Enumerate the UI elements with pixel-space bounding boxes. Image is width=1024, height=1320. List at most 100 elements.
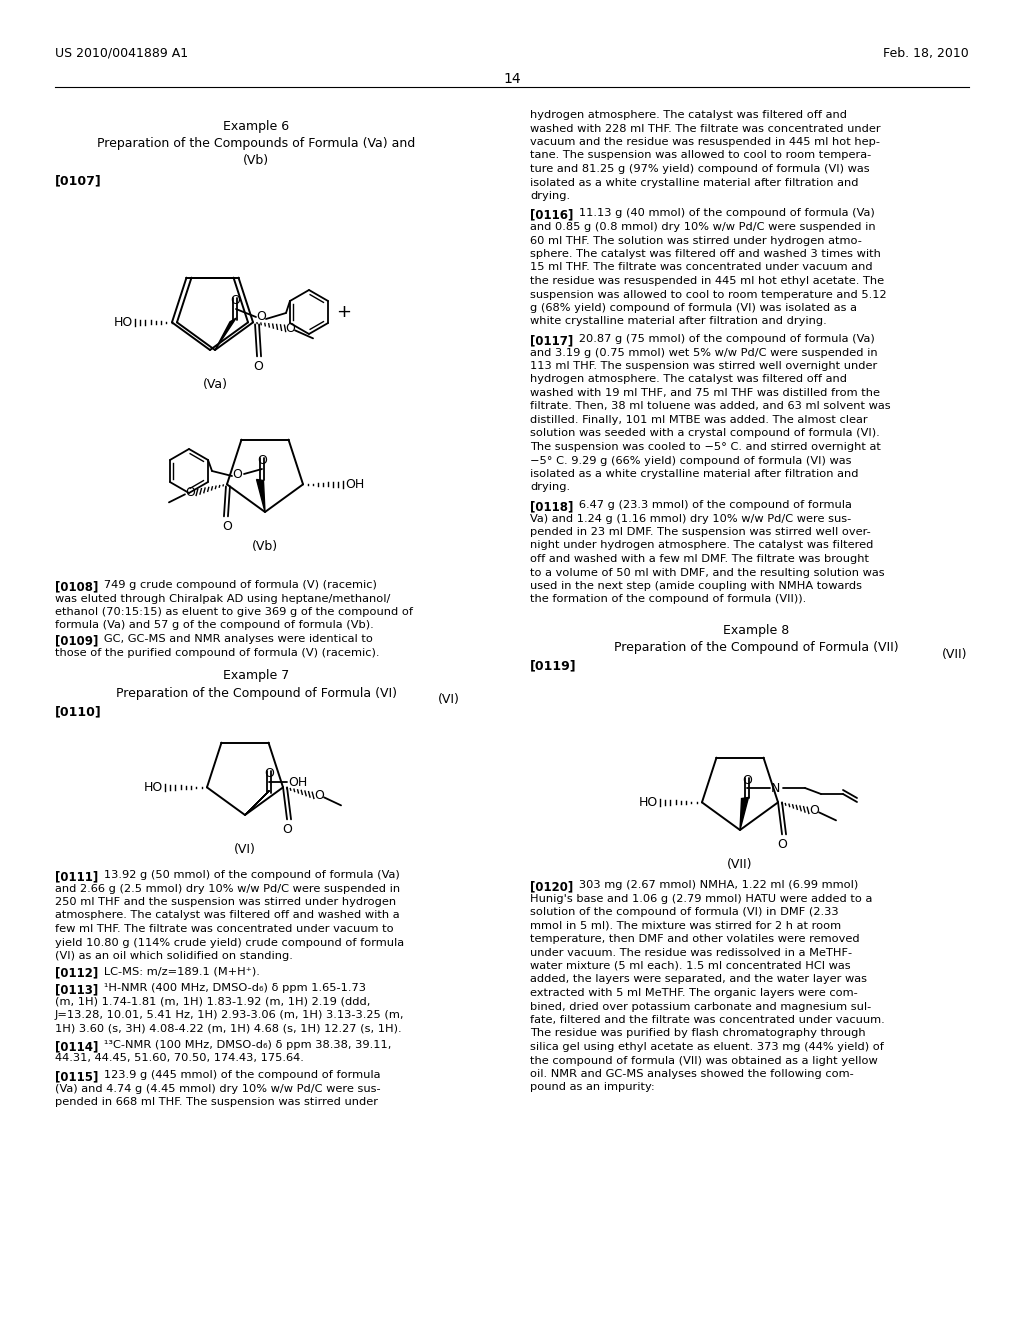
Text: pended in 668 ml THF. The suspension was stirred under: pended in 668 ml THF. The suspension was… xyxy=(55,1097,378,1107)
Text: [0113]: [0113] xyxy=(55,983,98,997)
Text: 14: 14 xyxy=(503,73,521,86)
Text: (VI): (VI) xyxy=(234,843,256,855)
Text: Feb. 18, 2010: Feb. 18, 2010 xyxy=(884,48,969,59)
Text: N: N xyxy=(771,781,780,795)
Text: Example 6: Example 6 xyxy=(223,120,289,133)
Text: used in the next step (amide coupling with NMHA towards: used in the next step (amide coupling wi… xyxy=(530,581,862,591)
Text: The suspension was cooled to −5° C. and stirred overnight at: The suspension was cooled to −5° C. and … xyxy=(530,442,881,451)
Text: +: + xyxy=(336,304,351,321)
Text: tane. The suspension was allowed to cool to room tempera-: tane. The suspension was allowed to cool… xyxy=(530,150,871,161)
Text: [0120]: [0120] xyxy=(530,880,573,894)
Text: US 2010/0041889 A1: US 2010/0041889 A1 xyxy=(55,48,188,59)
Text: 749 g crude compound of formula (V) (racemic): 749 g crude compound of formula (V) (rac… xyxy=(93,579,377,590)
Text: 20.87 g (75 mmol) of the compound of formula (Va): 20.87 g (75 mmol) of the compound of for… xyxy=(568,334,874,345)
Text: O: O xyxy=(314,789,324,801)
Text: yield 10.80 g (114% crude yield) crude compound of formula: yield 10.80 g (114% crude yield) crude c… xyxy=(55,937,404,948)
Text: O: O xyxy=(232,467,242,480)
Text: [0116]: [0116] xyxy=(530,209,573,222)
Text: (VII): (VII) xyxy=(941,648,967,661)
Text: suspension was allowed to cool to room temperature and 5.12: suspension was allowed to cool to room t… xyxy=(530,289,887,300)
Text: Preparation of the Compound of Formula (VI): Preparation of the Compound of Formula (… xyxy=(116,686,396,700)
Polygon shape xyxy=(245,791,269,814)
Text: J=13.28, 10.01, 5.41 Hz, 1H) 2.93-3.06 (m, 1H) 3.13-3.25 (m,: J=13.28, 10.01, 5.41 Hz, 1H) 2.93-3.06 (… xyxy=(55,1010,404,1020)
Text: ethanol (70:15:15) as eluent to give 369 g of the compound of: ethanol (70:15:15) as eluent to give 369… xyxy=(55,607,413,616)
Text: The residue was purified by flash chromatography through: The residue was purified by flash chroma… xyxy=(530,1028,865,1039)
Text: HO: HO xyxy=(143,781,163,793)
Text: 13.92 g (50 mmol) of the compound of formula (Va): 13.92 g (50 mmol) of the compound of for… xyxy=(93,870,399,880)
Text: 6.47 g (23.3 mmol) of the compound of formula: 6.47 g (23.3 mmol) of the compound of fo… xyxy=(568,500,852,510)
Text: [0111]: [0111] xyxy=(55,870,98,883)
Text: O: O xyxy=(185,486,195,499)
Text: OH: OH xyxy=(288,776,307,788)
Text: washed with 228 ml THF. The filtrate was concentrated under: washed with 228 ml THF. The filtrate was… xyxy=(530,124,881,133)
Text: 15 ml THF. The filtrate was concentrated under vacuum and: 15 ml THF. The filtrate was concentrated… xyxy=(530,263,872,272)
Text: the formation of the compound of formula (VII)).: the formation of the compound of formula… xyxy=(530,594,806,605)
Text: Preparation of the Compounds of Formula (Va) and: Preparation of the Compounds of Formula … xyxy=(97,137,415,150)
Text: 1H) 3.60 (s, 3H) 4.08-4.22 (m, 1H) 4.68 (s, 1H) 12.27 (s, 1H).: 1H) 3.60 (s, 3H) 4.08-4.22 (m, 1H) 4.68 … xyxy=(55,1023,401,1034)
Text: [0117]: [0117] xyxy=(530,334,573,347)
Text: bined, dried over potassium carbonate and magnesium sul-: bined, dried over potassium carbonate an… xyxy=(530,1002,871,1011)
Text: 123.9 g (445 mmol) of the compound of formula: 123.9 g (445 mmol) of the compound of fo… xyxy=(93,1071,381,1080)
Text: off and washed with a few ml DMF. The filtrate was brought: off and washed with a few ml DMF. The fi… xyxy=(530,554,869,564)
Text: Example 7: Example 7 xyxy=(223,669,289,682)
Text: (VI) as an oil which solidified on standing.: (VI) as an oil which solidified on stand… xyxy=(55,950,293,961)
Text: Preparation of the Compound of Formula (VII): Preparation of the Compound of Formula (… xyxy=(613,642,898,653)
Text: atmosphere. The catalyst was filtered off and washed with a: atmosphere. The catalyst was filtered of… xyxy=(55,911,399,920)
Text: O: O xyxy=(253,360,263,374)
Text: O: O xyxy=(809,804,819,817)
Text: O: O xyxy=(282,824,292,837)
Text: hydrogen atmosphere. The catalyst was filtered off and: hydrogen atmosphere. The catalyst was fi… xyxy=(530,375,847,384)
Text: (m, 1H) 1.74-1.81 (m, 1H) 1.83-1.92 (m, 1H) 2.19 (ddd,: (m, 1H) 1.74-1.81 (m, 1H) 1.83-1.92 (m, … xyxy=(55,997,371,1006)
Text: night under hydrogen atmosphere. The catalyst was filtered: night under hydrogen atmosphere. The cat… xyxy=(530,540,873,550)
Text: 11.13 g (40 mmol) of the compound of formula (Va): 11.13 g (40 mmol) of the compound of for… xyxy=(568,209,874,219)
Text: distilled. Finally, 101 ml MTBE was added. The almost clear: distilled. Finally, 101 ml MTBE was adde… xyxy=(530,414,867,425)
Text: [0112]: [0112] xyxy=(55,966,98,979)
Text: mmol in 5 ml). The mixture was stirred for 2 h at room: mmol in 5 ml). The mixture was stirred f… xyxy=(530,920,841,931)
Text: (Vb): (Vb) xyxy=(243,154,269,168)
Text: oil. NMR and GC-MS analyses showed the following com-: oil. NMR and GC-MS analyses showed the f… xyxy=(530,1069,854,1078)
Text: added, the layers were separated, and the water layer was: added, the layers were separated, and th… xyxy=(530,974,867,985)
Text: (Vb): (Vb) xyxy=(252,540,279,553)
Text: GC, GC-MS and NMR analyses were identical to: GC, GC-MS and NMR analyses were identica… xyxy=(93,634,373,644)
Text: ¹³C-NMR (100 MHz, DMSO-d₆) δ ppm 38.38, 39.11,: ¹³C-NMR (100 MHz, DMSO-d₆) δ ppm 38.38, … xyxy=(93,1040,391,1049)
Text: O: O xyxy=(222,520,231,533)
Text: isolated as a white crystalline material after filtration and: isolated as a white crystalline material… xyxy=(530,469,858,479)
Text: 303 mg (2.67 mmol) NMHA, 1.22 ml (6.99 mmol): 303 mg (2.67 mmol) NMHA, 1.22 ml (6.99 m… xyxy=(568,880,858,890)
Text: solution of the compound of formula (VI) in DMF (2.33: solution of the compound of formula (VI)… xyxy=(530,907,839,917)
Text: drying.: drying. xyxy=(530,191,570,201)
Text: Example 8: Example 8 xyxy=(723,624,790,638)
Text: Va) and 1.24 g (1.16 mmol) dry 10% w/w Pd/C were sus-: Va) and 1.24 g (1.16 mmol) dry 10% w/w P… xyxy=(530,513,851,524)
Polygon shape xyxy=(257,479,265,512)
Text: 44.31, 44.45, 51.60, 70.50, 174.43, 175.64.: 44.31, 44.45, 51.60, 70.50, 174.43, 175.… xyxy=(55,1053,304,1064)
Text: g (68% yield) compound of formula (VI) was isolated as a: g (68% yield) compound of formula (VI) w… xyxy=(530,304,857,313)
Text: to a volume of 50 ml with DMF, and the resulting solution was: to a volume of 50 ml with DMF, and the r… xyxy=(530,568,885,578)
Polygon shape xyxy=(215,318,236,350)
Text: sphere. The catalyst was filtered off and washed 3 times with: sphere. The catalyst was filtered off an… xyxy=(530,249,881,259)
Text: those of the purified compound of formula (V) (racemic).: those of the purified compound of formul… xyxy=(55,648,380,657)
Text: pended in 23 ml DMF. The suspension was stirred well over-: pended in 23 ml DMF. The suspension was … xyxy=(530,527,870,537)
Text: [0119]: [0119] xyxy=(530,659,577,672)
Text: (Va) and 4.74 g (4.45 mmol) dry 10% w/w Pd/C were sus-: (Va) and 4.74 g (4.45 mmol) dry 10% w/w … xyxy=(55,1084,381,1093)
Text: water mixture (5 ml each). 1.5 ml concentrated HCl was: water mixture (5 ml each). 1.5 ml concen… xyxy=(530,961,851,972)
Text: [0114]: [0114] xyxy=(55,1040,98,1053)
Text: O: O xyxy=(285,322,295,335)
Text: and 3.19 g (0.75 mmol) wet 5% w/w Pd/C were suspended in: and 3.19 g (0.75 mmol) wet 5% w/w Pd/C w… xyxy=(530,347,878,358)
Text: Hunig's base and 1.06 g (2.79 mmol) HATU were added to a: Hunig's base and 1.06 g (2.79 mmol) HATU… xyxy=(530,894,872,903)
Text: few ml THF. The filtrate was concentrated under vacuum to: few ml THF. The filtrate was concentrate… xyxy=(55,924,393,935)
Text: fate, filtered and the filtrate was concentrated under vacuum.: fate, filtered and the filtrate was conc… xyxy=(530,1015,885,1026)
Text: silica gel using ethyl acetate as eluent. 373 mg (44% yield) of: silica gel using ethyl acetate as eluent… xyxy=(530,1041,884,1052)
Text: temperature, then DMF and other volatiles were removed: temperature, then DMF and other volatile… xyxy=(530,935,859,944)
Text: washed with 19 ml THF, and 75 ml THF was distilled from the: washed with 19 ml THF, and 75 ml THF was… xyxy=(530,388,880,399)
Text: [0115]: [0115] xyxy=(55,1071,98,1082)
Text: O: O xyxy=(230,294,240,308)
Text: vacuum and the residue was resuspended in 445 ml hot hep-: vacuum and the residue was resuspended i… xyxy=(530,137,880,147)
Text: (Va): (Va) xyxy=(203,378,227,391)
Text: ¹H-NMR (400 MHz, DMSO-d₆) δ ppm 1.65-1.73: ¹H-NMR (400 MHz, DMSO-d₆) δ ppm 1.65-1.7… xyxy=(93,983,366,993)
Text: and 2.66 g (2.5 mmol) dry 10% w/w Pd/C were suspended in: and 2.66 g (2.5 mmol) dry 10% w/w Pd/C w… xyxy=(55,883,400,894)
Text: O: O xyxy=(777,838,787,851)
Text: hydrogen atmosphere. The catalyst was filtered off and: hydrogen atmosphere. The catalyst was fi… xyxy=(530,110,847,120)
Text: O: O xyxy=(742,774,752,787)
Text: [0110]: [0110] xyxy=(55,705,101,718)
Text: filtrate. Then, 38 ml toluene was added, and 63 ml solvent was: filtrate. Then, 38 ml toluene was added,… xyxy=(530,401,891,412)
Text: OH: OH xyxy=(345,478,365,491)
